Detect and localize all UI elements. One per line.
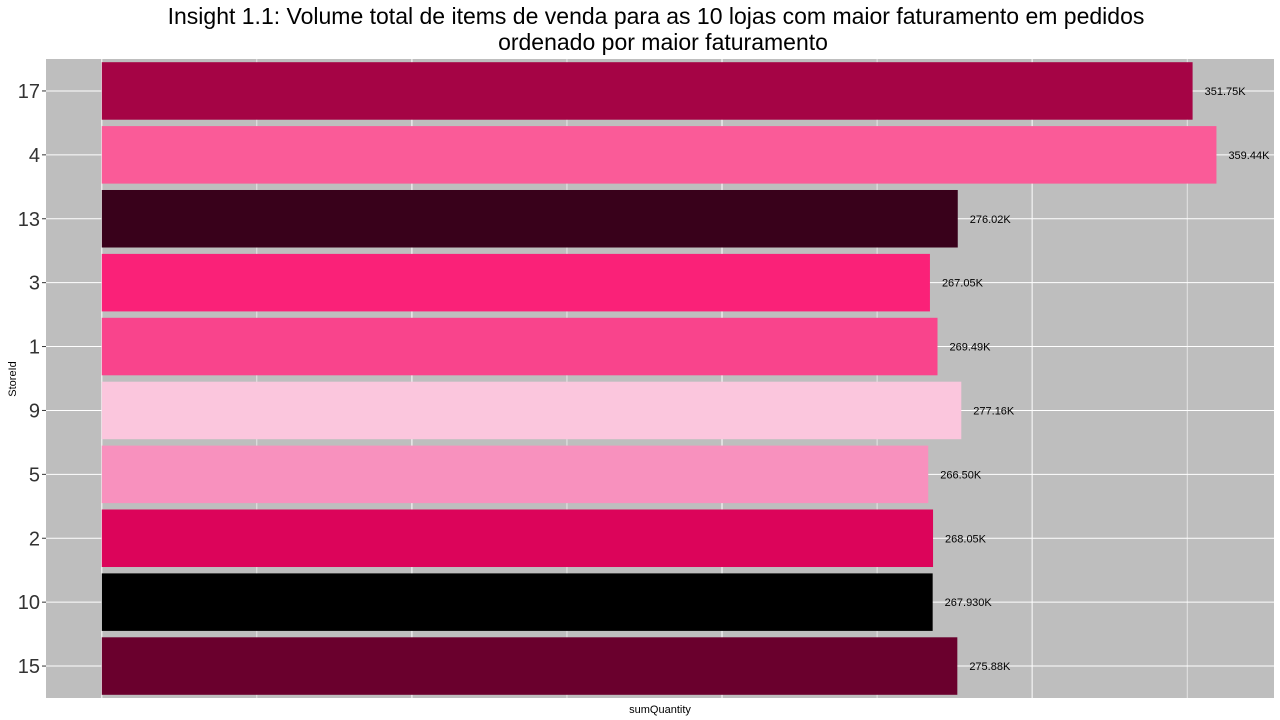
data-label-store-13: 276.02K	[970, 214, 1012, 226]
bars	[101, 62, 1217, 695]
y-tick-label-2: 2	[29, 528, 40, 550]
bar-store-3	[101, 253, 930, 312]
data-label-store-9: 277.16K	[973, 405, 1015, 417]
data-label-store-15: 275.88K	[969, 661, 1011, 673]
data-label-store-1: 269.49K	[950, 342, 992, 354]
bar-store-13	[101, 189, 958, 248]
chart-title-line-2: ordenado por maior faturamento	[498, 29, 828, 55]
data-label-store-2: 268.05K	[945, 533, 987, 545]
data-label-store-17: 351.75K	[1205, 86, 1247, 98]
y-tick-label-4: 4	[29, 145, 40, 167]
y-tick-label-5: 5	[29, 464, 40, 486]
chart-title-line-1: Insight 1.1: Volume total de items de ve…	[168, 3, 1145, 29]
bar-store-10	[101, 573, 933, 631]
data-label-store-3: 267.05K	[942, 278, 984, 290]
y-tick-label-13: 13	[18, 209, 40, 231]
y-tick-label-1: 1	[29, 337, 40, 359]
bar-store-4	[101, 126, 1217, 184]
x-axis-title: sumQuantity	[629, 704, 691, 716]
bar-store-15	[101, 637, 958, 695]
bar-store-9	[101, 381, 962, 440]
data-label-store-5: 266.50K	[940, 469, 982, 481]
bar-store-2	[101, 509, 934, 568]
y-tick-label-15: 15	[18, 656, 40, 678]
y-tick-label-9: 9	[29, 400, 40, 422]
y-tick-labels: 17 4 13 3 1 9 5 2 10 15	[18, 81, 46, 678]
data-label-store-4: 359.44K	[1228, 150, 1270, 162]
y-axis-title: StoreId	[7, 361, 19, 396]
data-label-store-10: 267.930K	[945, 597, 993, 609]
y-tick-label-3: 3	[29, 273, 40, 295]
y-tick-label-17: 17	[18, 81, 40, 103]
bar-store-17	[101, 62, 1193, 120]
data-labels: 351.75K 359.44K 276.02K 267.05K 269.49K 277.1…	[940, 86, 1270, 673]
bar-store-5	[101, 445, 929, 504]
y-tick-label-10: 10	[18, 592, 40, 614]
bar-store-1	[101, 317, 938, 376]
